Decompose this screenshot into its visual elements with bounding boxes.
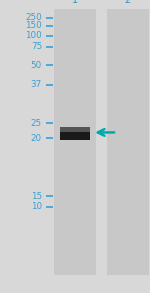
Text: 100: 100 xyxy=(25,31,42,40)
Text: 10: 10 xyxy=(31,202,42,211)
Text: 15: 15 xyxy=(31,192,42,201)
Text: 25: 25 xyxy=(31,119,42,127)
Text: 50: 50 xyxy=(31,61,42,69)
Bar xyxy=(60,132,90,140)
Bar xyxy=(60,127,90,132)
Text: 150: 150 xyxy=(25,21,42,30)
Text: 250: 250 xyxy=(25,13,42,22)
Bar xyxy=(106,9,148,275)
Text: 2: 2 xyxy=(124,0,131,5)
Bar xyxy=(54,9,96,275)
Text: 20: 20 xyxy=(31,134,42,143)
Text: 75: 75 xyxy=(31,42,42,51)
Text: 1: 1 xyxy=(72,0,78,5)
Text: 37: 37 xyxy=(31,81,42,89)
